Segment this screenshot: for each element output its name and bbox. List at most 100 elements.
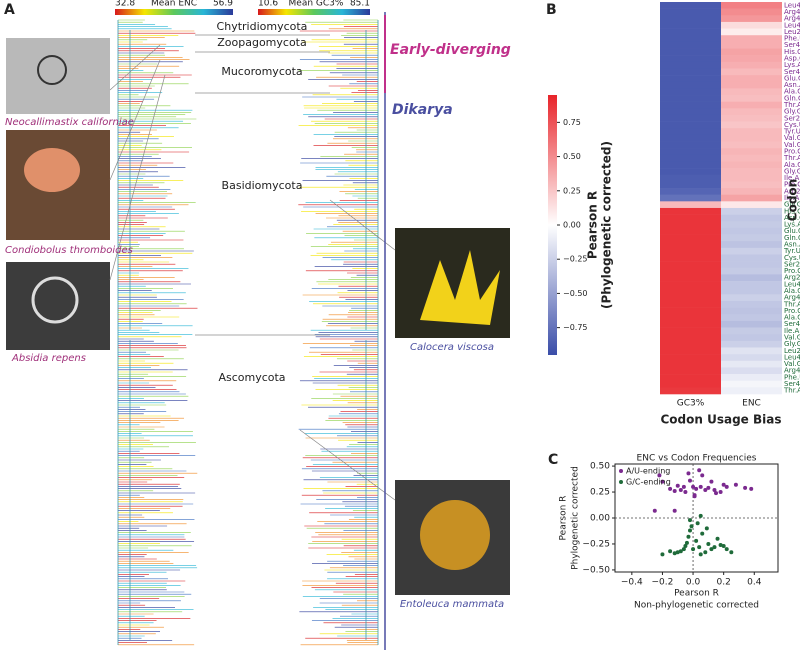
heat-cell xyxy=(721,281,782,288)
heat-cell xyxy=(721,108,782,116)
connector xyxy=(109,59,161,181)
heat-cell xyxy=(721,334,782,342)
point xyxy=(678,487,683,492)
species-caption: Calocera viscosa xyxy=(410,342,494,353)
row-label: Ala.GCG xyxy=(784,314,800,322)
point xyxy=(718,490,723,495)
point xyxy=(683,490,688,495)
point xyxy=(687,478,692,483)
heat-cell xyxy=(721,188,782,195)
colorbar-tick-label: −0.75 xyxy=(563,323,588,332)
row-label: Ser4.UCA xyxy=(784,68,800,76)
heat-cell xyxy=(721,201,782,209)
row-label: Ala.GCA xyxy=(784,161,800,169)
colorbar-max: 85.1 xyxy=(350,0,370,9)
heat-cell xyxy=(660,61,721,69)
heat-cell xyxy=(721,274,782,282)
point xyxy=(684,540,689,545)
row-label: Val.GUU xyxy=(784,134,800,142)
heat-cell xyxy=(660,287,721,295)
heat-cell xyxy=(660,300,721,308)
point xyxy=(672,508,677,513)
clade-label: Ascomycota xyxy=(218,371,285,384)
point xyxy=(698,484,703,489)
point xyxy=(721,482,726,487)
clade-label: Zoopagomycota xyxy=(217,36,307,49)
heat-cell xyxy=(721,35,782,43)
row-label: Val.GUG xyxy=(784,360,800,368)
row-label: Arg4.CGG xyxy=(784,367,800,375)
point xyxy=(687,518,692,523)
row-label: Leu4.CUC xyxy=(784,280,800,288)
point xyxy=(709,479,714,484)
heat-cell xyxy=(721,121,782,129)
row-label: Thr.ACU xyxy=(783,101,800,109)
photo xyxy=(6,262,110,350)
point xyxy=(686,534,691,539)
legend-label: G/C-ending xyxy=(626,478,671,487)
connector xyxy=(109,74,166,281)
point xyxy=(698,513,703,518)
heat-cell xyxy=(721,161,782,169)
heat-cell xyxy=(660,294,721,302)
row-label: Gly.GGC xyxy=(784,340,800,348)
column-label: ENC xyxy=(742,399,761,409)
point xyxy=(706,541,711,546)
species-caption: Absidia repens xyxy=(11,353,86,364)
row-label: Leu4.CUU xyxy=(784,21,800,29)
heat-cell xyxy=(721,294,782,302)
row-label: Arg4.CGA xyxy=(784,8,800,16)
row-label: Val.GUC xyxy=(784,334,800,342)
row-label: Ala.GCU xyxy=(784,88,800,96)
row-label: Ser2.AGU xyxy=(784,114,800,122)
heat-cell xyxy=(660,214,721,222)
heat-cell xyxy=(660,68,721,76)
legend-label: A/U-ending xyxy=(626,467,670,476)
colorbar-tick-label: 0.75 xyxy=(563,118,581,127)
heat-cell xyxy=(660,55,721,63)
heat-cell xyxy=(721,134,782,142)
heat-cell xyxy=(660,188,721,195)
point xyxy=(712,545,717,550)
heat-cell xyxy=(660,387,721,395)
point xyxy=(703,487,708,492)
point xyxy=(675,483,680,488)
row-label: Val.GUA xyxy=(784,141,800,149)
heat-cell xyxy=(660,340,721,348)
group-label: Early-diverging xyxy=(390,42,511,58)
heat-cell xyxy=(660,168,721,176)
heat-cell xyxy=(721,101,782,109)
chart-title: ENC vs Codon Frequencies xyxy=(637,454,757,464)
heat-cell xyxy=(721,300,782,308)
row-label: Phe.UUU xyxy=(784,35,800,43)
heat-cell xyxy=(721,267,782,275)
heat-cell xyxy=(660,207,721,215)
row-label: Ile.AUU xyxy=(784,194,800,202)
photo-shape xyxy=(420,500,490,570)
point xyxy=(729,550,734,555)
heat-cell xyxy=(660,15,721,23)
heat-cell xyxy=(721,81,782,89)
species-caption: Entoleuca mammata xyxy=(400,599,504,610)
colorbar-min: 10.6 xyxy=(258,0,278,9)
point xyxy=(668,486,673,491)
x-axis-title: Pearson R xyxy=(674,589,719,599)
heat-cell xyxy=(660,334,721,342)
point xyxy=(686,471,691,476)
panel-label: B xyxy=(546,2,557,18)
heat-cell xyxy=(721,214,782,222)
heat-cell xyxy=(721,181,782,189)
point xyxy=(672,551,677,556)
x-axis-title: Codon Usage Bias xyxy=(661,413,782,427)
row-label: Leu2.UUA xyxy=(784,28,800,36)
colorbar-max: 56.9 xyxy=(213,0,233,9)
point xyxy=(715,536,720,541)
row-label: Ser4.UCC xyxy=(784,380,800,388)
row-label: Arg2.AGA xyxy=(784,187,800,195)
colorbar-tick-label: −0.50 xyxy=(563,289,588,298)
row-label: Tyr.UAC xyxy=(783,247,800,255)
heat-cell xyxy=(660,95,721,102)
x-tick-label: 0.2 xyxy=(717,578,731,588)
row-label: His.CAU xyxy=(784,48,800,56)
photo xyxy=(6,38,110,114)
